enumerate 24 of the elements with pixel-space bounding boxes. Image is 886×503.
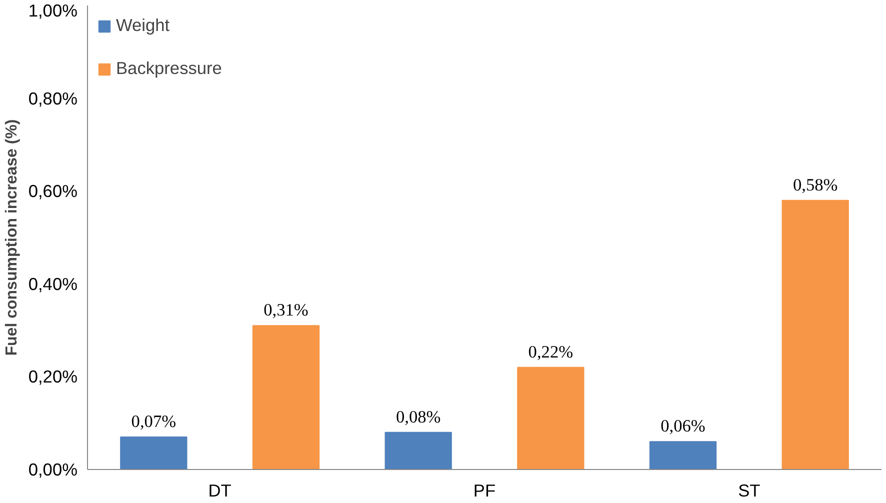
data-label: 0,07% [131,412,176,432]
data-label: 0,31% [264,300,308,320]
data-label: 0,06% [660,416,706,436]
y-tick-label: 0,80% [28,88,78,108]
legend-label: Weight [116,15,170,36]
data-label: 0,58% [792,175,838,194]
bar [384,432,452,470]
x-tick-label: PF [473,480,496,500]
bar [517,366,584,470]
y-axis-title: Fuel consumption increase (%) [3,119,20,356]
bar [782,200,849,470]
x-tick-label: DT [208,480,232,500]
y-tick-label: 1,00% [28,0,78,20]
y-tick-label: 0,40% [28,274,78,294]
y-tick-label: 0,20% [28,366,78,387]
y-tick-label: 0,60% [28,181,78,202]
data-label: 0,22% [528,342,574,362]
bar [252,325,320,470]
x-tick-label: ST [738,480,761,500]
legend-label: Backpressure [116,58,222,79]
y-tick-label: 0,00% [28,460,78,480]
data-label: 0,08% [396,407,441,426]
bar [120,436,188,470]
bar [649,441,717,470]
